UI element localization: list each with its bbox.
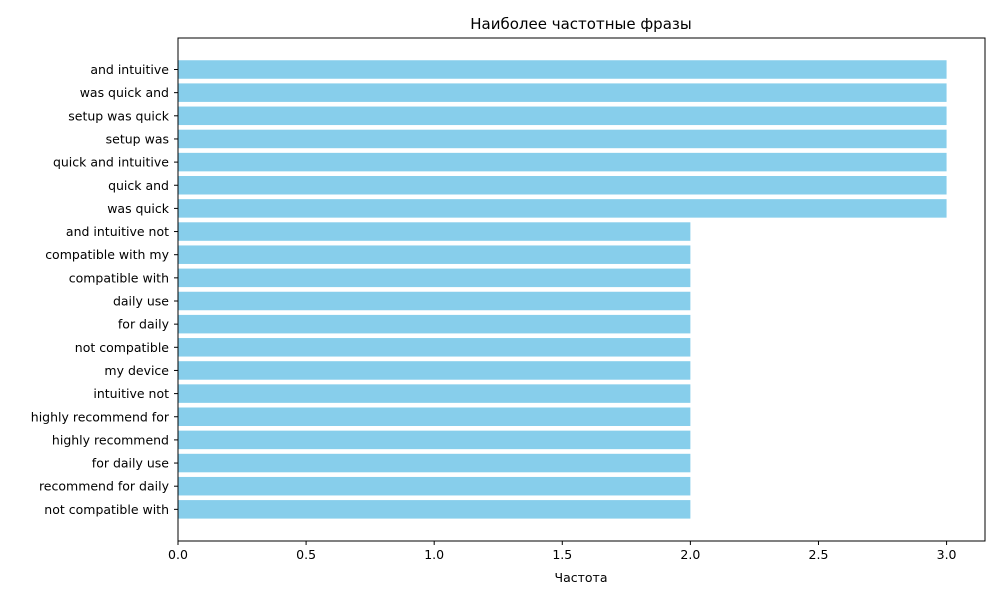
y-tick-label: compatible with my — [45, 247, 169, 262]
y-axis-ticks: and intuitive was quick and setup was quic… — [31, 62, 178, 517]
bar — [178, 222, 691, 241]
x-tick-label: 0.5 — [296, 547, 316, 562]
y-tick-label: and intuitive — [90, 62, 169, 77]
bar — [178, 129, 947, 149]
x-axis-ticks: 0.0 0.5 1.0 1.5 2.0 2.5 3.0 — [168, 541, 957, 562]
y-tick-label: quick and intuitive — [53, 155, 169, 170]
bar — [178, 291, 691, 311]
bar — [178, 361, 691, 380]
x-tick-label: 2.5 — [809, 547, 829, 562]
x-tick-label: 0.0 — [168, 547, 188, 562]
bar — [178, 268, 691, 288]
x-tick-label: 1.5 — [552, 547, 572, 562]
y-tick-label: was quick and — [80, 85, 169, 100]
bar — [178, 500, 691, 519]
y-tick-label: intuitive not — [93, 386, 169, 401]
bar — [178, 176, 947, 195]
chart-title: Наиболее частотные фразы — [470, 15, 691, 33]
y-tick-label: highly recommend — [52, 432, 169, 447]
bar — [178, 430, 691, 450]
y-tick-label: quick and — [108, 178, 169, 193]
y-tick-label: compatible with — [69, 270, 169, 285]
plot-frame — [177, 37, 986, 542]
x-axis-label: Частота — [555, 570, 608, 585]
y-tick-label: daily use — [113, 294, 169, 309]
y-tick-label: setup was quick — [68, 108, 170, 123]
x-tick-label: 2.0 — [680, 547, 700, 562]
y-tick-label: my device — [104, 363, 169, 378]
bar — [178, 199, 947, 218]
bar — [178, 83, 947, 102]
bar — [178, 453, 691, 473]
x-tick-label: 3.0 — [937, 547, 957, 562]
y-tick-label: and intuitive not — [66, 224, 169, 239]
bars-group — [178, 60, 947, 519]
bar — [178, 314, 691, 334]
bar — [178, 60, 947, 79]
bar — [178, 245, 691, 264]
y-tick-label: setup was — [106, 131, 169, 146]
bar — [178, 152, 947, 172]
bar — [178, 106, 947, 126]
bar — [178, 338, 691, 357]
x-tick-label: 1.0 — [424, 547, 444, 562]
bar — [178, 476, 691, 496]
y-tick-label: was quick — [107, 201, 170, 216]
y-tick-label: for daily — [118, 317, 170, 332]
bar — [178, 407, 691, 426]
y-tick-label: for daily use — [92, 456, 170, 471]
y-tick-label: not compatible with — [44, 502, 169, 517]
bar — [178, 384, 691, 403]
y-tick-label: recommend for daily — [39, 479, 170, 494]
y-tick-label: not compatible — [75, 340, 170, 355]
y-tick-label: highly recommend for — [31, 409, 170, 424]
